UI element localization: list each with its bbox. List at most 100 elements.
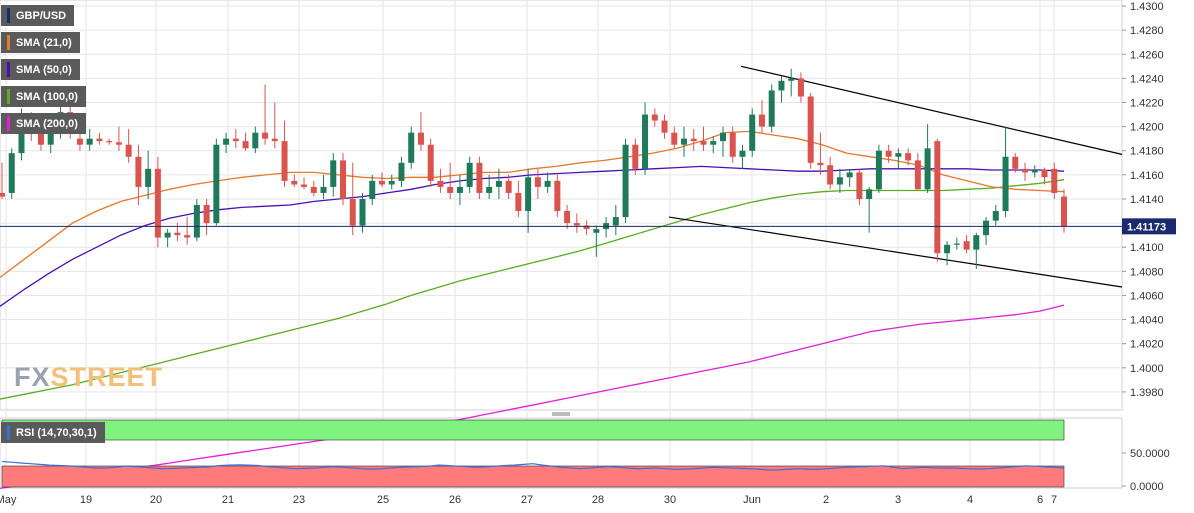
bullish-candle xyxy=(525,177,532,212)
symbol-label: GBP/USD xyxy=(16,9,67,22)
bearish-candle xyxy=(651,114,658,121)
bearish-candle xyxy=(856,172,863,199)
bullish-candle xyxy=(213,144,220,224)
bearish-candle xyxy=(174,232,181,236)
chart-axes: 1.4300 1.4280 1.4260 1.4240 1.4220 1.4200 1.41… xyxy=(0,1,1176,506)
time-tick-label: 28 xyxy=(592,494,604,506)
price-tick-label: 1.4300 xyxy=(1130,1,1164,13)
bearish-candle xyxy=(1061,196,1067,227)
price-tick-label: 1.4280 xyxy=(1130,25,1164,37)
bearish-candle xyxy=(797,78,804,97)
current-price-badge xyxy=(1122,218,1176,235)
price-tick-label: 1.4200 xyxy=(1130,122,1164,134)
bearish-candle xyxy=(232,138,239,142)
bullish-candle xyxy=(973,235,980,250)
bearish-candle xyxy=(281,141,288,181)
bullish-candle xyxy=(408,132,415,163)
bearish-candle xyxy=(1041,170,1048,178)
time-tick-label: Jun xyxy=(743,494,761,506)
bearish-candle xyxy=(758,114,765,127)
bullish-candle xyxy=(164,232,171,238)
bearish-candle xyxy=(1012,156,1019,169)
time-tick-label: 7 xyxy=(1051,494,1057,506)
bearish-candle xyxy=(963,241,970,250)
price-tick-label: 1.4260 xyxy=(1130,49,1164,61)
bullish-candle xyxy=(486,186,493,193)
price-tick-label: 1.4040 xyxy=(1130,315,1164,327)
time-tick-label: 21 xyxy=(222,494,234,506)
bearish-candle xyxy=(447,186,454,193)
bullish-candle xyxy=(398,162,405,181)
time-tick-label: 6 xyxy=(1037,494,1043,506)
price-tick-label: 1.4220 xyxy=(1130,98,1164,110)
bullish-candle xyxy=(86,138,93,145)
bearish-candle xyxy=(340,160,347,199)
rsi-overbought-zone xyxy=(1,419,1065,441)
bearish-candle xyxy=(700,141,707,145)
bullish-candle xyxy=(1031,170,1038,173)
time-tick-label: 30 xyxy=(664,494,676,506)
bearish-candle xyxy=(661,120,668,133)
bearish-candle xyxy=(437,180,444,187)
time-tick-label: May xyxy=(0,494,17,506)
bearish-candle xyxy=(184,235,191,238)
bullish-candle xyxy=(466,162,473,187)
time-tick-label: 2 xyxy=(823,494,829,506)
bearish-candle xyxy=(807,96,814,163)
price-tick-label: 1.3980 xyxy=(1130,387,1164,399)
rsi-legend: RSI (14,70,30,1) xyxy=(1,422,105,443)
time-tick-label: 19 xyxy=(80,494,92,506)
sma21-line xyxy=(0,130,1065,278)
bullish-candle xyxy=(495,180,502,187)
bullish-candle xyxy=(612,217,619,226)
rsi-swatch xyxy=(7,425,10,440)
bullish-candle xyxy=(710,141,717,145)
bearish-candle xyxy=(135,156,142,187)
bullish-candle xyxy=(642,114,649,169)
bullish-candle xyxy=(768,90,775,127)
symbol-legend: GBP/USD xyxy=(1,5,75,26)
bullish-candle xyxy=(223,138,230,145)
bearish-candle xyxy=(827,165,834,185)
bullish-candle xyxy=(320,186,327,193)
bearish-candle xyxy=(583,225,590,230)
fxstreet-logo: FXSTREET xyxy=(14,362,163,393)
bearish-candle xyxy=(729,132,736,157)
bearish-candle xyxy=(905,153,912,161)
rsi-panel xyxy=(1,419,1065,488)
bearish-candle xyxy=(1022,168,1029,173)
bullish-candle xyxy=(1002,156,1009,212)
bearish-candle xyxy=(554,180,561,212)
price-tick-label: 1.4060 xyxy=(1130,290,1164,302)
upper-trendline xyxy=(740,65,1123,155)
bearish-candle xyxy=(271,138,278,142)
bearish-candle xyxy=(291,180,298,185)
lower-trendline xyxy=(668,216,1123,288)
bearish-candle xyxy=(242,141,249,149)
bullish-candle xyxy=(145,168,152,187)
bullish-candle xyxy=(359,198,366,226)
bullish-candle xyxy=(47,129,54,145)
sma100-legend: SMA (100,0) xyxy=(1,86,86,107)
bearish-candle xyxy=(76,138,83,145)
bearish-candle xyxy=(914,160,921,190)
time-tick-label: 26 xyxy=(449,494,461,506)
bearish-candle xyxy=(690,138,697,142)
symbol-swatch xyxy=(7,8,10,23)
bullish-candle xyxy=(836,177,843,185)
bullish-candle xyxy=(593,229,600,233)
bearish-candle xyxy=(476,162,483,193)
price-tick-label: 1.4080 xyxy=(1130,266,1164,278)
price-tick-label: 1.4140 xyxy=(1130,194,1164,206)
time-tick-label: 20 xyxy=(150,494,162,506)
bullish-candle xyxy=(778,80,785,91)
logo-street: STREET xyxy=(50,362,164,392)
bullish-candle xyxy=(456,186,463,193)
sma100-line xyxy=(0,179,1065,400)
rsi-label: RSI (14,70,30,1) xyxy=(16,426,97,439)
sma200-legend: SMA (200,0) xyxy=(1,113,86,134)
bullish-candle xyxy=(953,243,960,245)
bullish-candle xyxy=(18,120,25,154)
sma200-line xyxy=(0,304,1065,490)
bullish-candle xyxy=(944,244,951,254)
